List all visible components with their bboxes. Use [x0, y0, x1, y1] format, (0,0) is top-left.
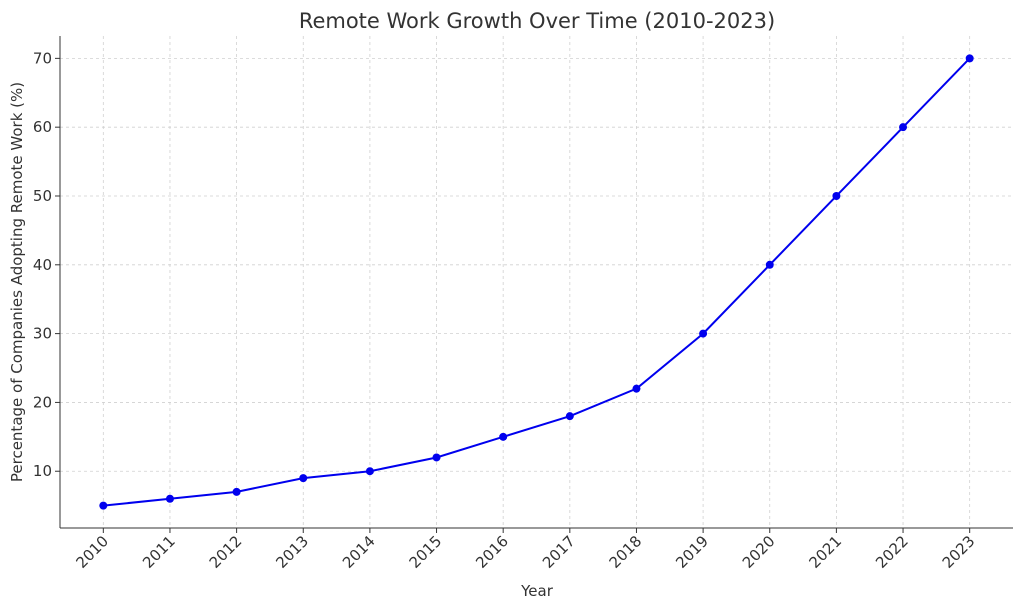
x-tick-label: 2016: [472, 532, 512, 572]
y-tick-label: 10: [33, 462, 52, 480]
data-point: [499, 432, 508, 441]
x-tick-label: 2011: [139, 532, 179, 572]
x-tick-label: 2010: [72, 532, 112, 572]
data-point: [432, 453, 441, 462]
data-point: [832, 191, 841, 200]
x-tick-label: 2017: [539, 532, 579, 572]
chart-title: Remote Work Growth Over Time (2010-2023): [299, 9, 775, 33]
data-point: [899, 123, 908, 132]
x-tick-label: 2020: [739, 532, 779, 572]
data-point: [365, 467, 374, 476]
data-point: [565, 412, 574, 421]
y-tick-label: 30: [33, 325, 52, 343]
data-point: [232, 487, 241, 496]
x-tick-label: 2022: [872, 532, 912, 572]
x-tick-label: 2018: [606, 532, 646, 572]
y-tick-label: 20: [33, 393, 52, 411]
data-point: [299, 474, 308, 483]
y-axis-label: Percentage of Companies Adopting Remote …: [8, 82, 26, 482]
x-tick-label: 2013: [272, 532, 312, 572]
x-tick-label: 2023: [939, 532, 979, 572]
data-point: [965, 54, 974, 63]
data-point: [632, 384, 641, 393]
x-tick-label: 2019: [672, 532, 712, 572]
x-axis-label: Year: [520, 582, 554, 600]
y-tick-label: 50: [33, 187, 52, 205]
x-tick-label: 2012: [206, 532, 246, 572]
x-tick-label: 2015: [406, 532, 446, 572]
data-point: [165, 494, 174, 503]
data-line: [103, 57, 971, 507]
data-point: [99, 501, 108, 510]
data-point: [699, 329, 708, 338]
y-tick-label: 60: [33, 118, 52, 136]
y-tick-label: 40: [33, 256, 52, 274]
x-tick-label: 2021: [805, 532, 845, 572]
data-point: [765, 260, 774, 269]
x-tick-label: 2014: [339, 532, 379, 572]
y-tick-label: 70: [33, 49, 52, 67]
